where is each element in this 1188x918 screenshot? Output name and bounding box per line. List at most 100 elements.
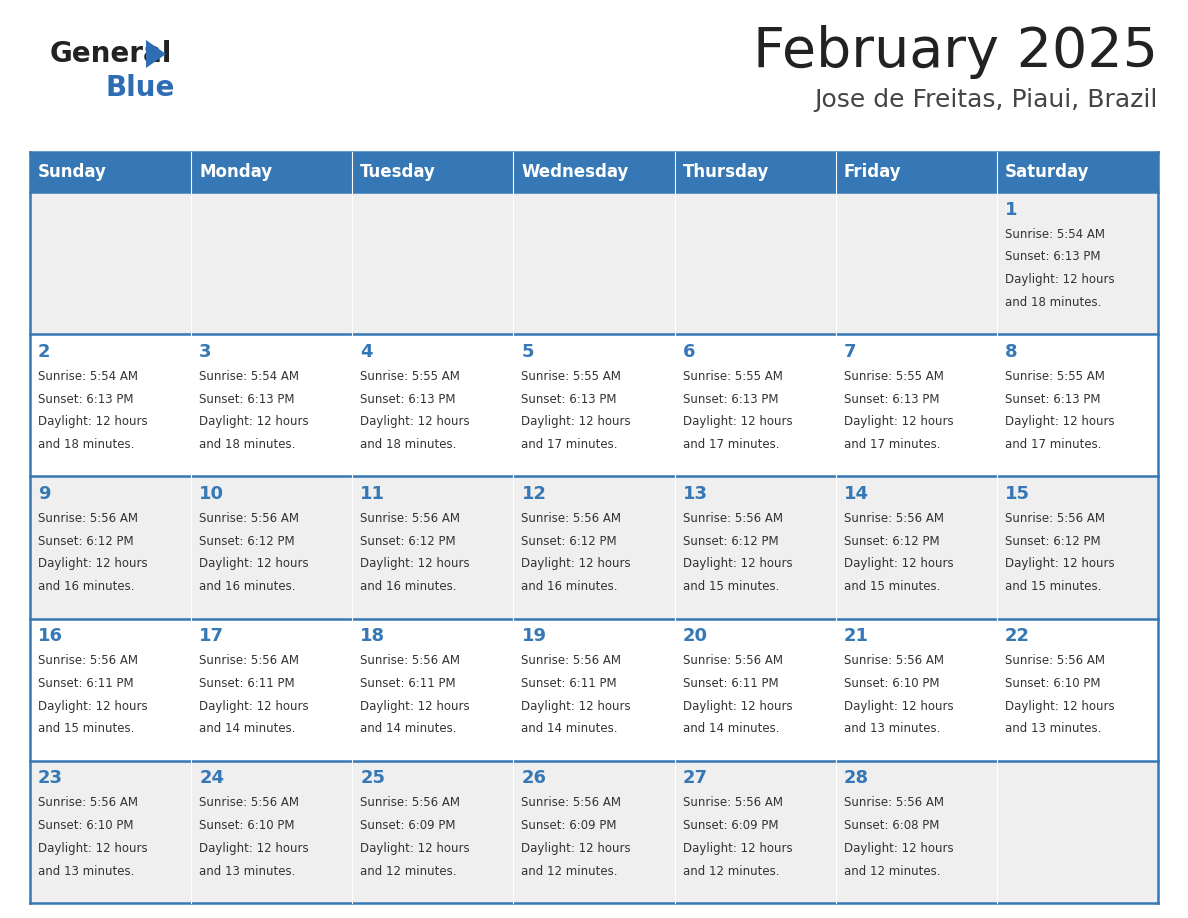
Text: Daylight: 12 hours: Daylight: 12 hours	[843, 557, 954, 570]
Text: Sunset: 6:12 PM: Sunset: 6:12 PM	[360, 534, 456, 548]
Text: Sunrise: 5:56 AM: Sunrise: 5:56 AM	[360, 512, 460, 525]
Bar	[191, 152, 353, 192]
Bar	[191, 476, 353, 619]
Text: Daylight: 12 hours: Daylight: 12 hours	[200, 415, 309, 429]
Text: Sunset: 6:13 PM: Sunset: 6:13 PM	[1005, 393, 1100, 406]
Text: and 17 minutes.: and 17 minutes.	[843, 438, 940, 451]
Text: Daylight: 12 hours: Daylight: 12 hours	[200, 700, 309, 712]
Text: Sunset: 6:13 PM: Sunset: 6:13 PM	[360, 393, 456, 406]
Bar	[675, 334, 835, 476]
Text: Sunset: 6:12 PM: Sunset: 6:12 PM	[200, 534, 295, 548]
Text: Daylight: 12 hours: Daylight: 12 hours	[683, 842, 792, 855]
Bar	[835, 152, 997, 192]
Text: and 13 minutes.: and 13 minutes.	[1005, 722, 1101, 735]
Bar	[191, 761, 353, 903]
Text: and 16 minutes.: and 16 minutes.	[360, 580, 457, 593]
Text: General: General	[50, 40, 172, 68]
Text: Sunset: 6:08 PM: Sunset: 6:08 PM	[843, 819, 940, 832]
Bar	[835, 761, 997, 903]
Text: Sunrise: 5:56 AM: Sunrise: 5:56 AM	[683, 796, 783, 810]
Text: and 17 minutes.: and 17 minutes.	[683, 438, 779, 451]
Text: Sunrise: 5:56 AM: Sunrise: 5:56 AM	[200, 655, 299, 667]
Text: and 15 minutes.: and 15 minutes.	[683, 580, 779, 593]
Text: 22: 22	[1005, 627, 1030, 645]
Text: Sunrise: 5:56 AM: Sunrise: 5:56 AM	[683, 655, 783, 667]
Text: 9: 9	[38, 485, 51, 503]
Bar	[835, 192, 997, 334]
Text: Sunset: 6:10 PM: Sunset: 6:10 PM	[38, 819, 133, 832]
Bar	[835, 334, 997, 476]
Text: 4: 4	[360, 342, 373, 361]
Bar	[353, 761, 513, 903]
Text: 13: 13	[683, 485, 708, 503]
Text: 10: 10	[200, 485, 225, 503]
Text: Sunset: 6:11 PM: Sunset: 6:11 PM	[522, 677, 617, 690]
Text: Daylight: 12 hours: Daylight: 12 hours	[1005, 273, 1114, 286]
Text: 3: 3	[200, 342, 211, 361]
Text: 16: 16	[38, 627, 63, 645]
Text: Sunset: 6:13 PM: Sunset: 6:13 PM	[843, 393, 940, 406]
Text: 15: 15	[1005, 485, 1030, 503]
Text: Daylight: 12 hours: Daylight: 12 hours	[522, 700, 631, 712]
Text: 25: 25	[360, 769, 385, 788]
Text: Daylight: 12 hours: Daylight: 12 hours	[843, 415, 954, 429]
Text: 1: 1	[1005, 200, 1017, 218]
Bar	[353, 192, 513, 334]
Bar	[513, 152, 675, 192]
Text: 27: 27	[683, 769, 708, 788]
Text: Sunrise: 5:56 AM: Sunrise: 5:56 AM	[360, 796, 460, 810]
Text: Sunrise: 5:55 AM: Sunrise: 5:55 AM	[522, 370, 621, 383]
Text: Sunset: 6:09 PM: Sunset: 6:09 PM	[360, 819, 456, 832]
Text: and 13 minutes.: and 13 minutes.	[38, 865, 134, 878]
Text: Sunrise: 5:54 AM: Sunrise: 5:54 AM	[200, 370, 299, 383]
Bar	[353, 152, 513, 192]
Text: 14: 14	[843, 485, 868, 503]
Text: Sunset: 6:12 PM: Sunset: 6:12 PM	[843, 534, 940, 548]
Text: Sunset: 6:12 PM: Sunset: 6:12 PM	[38, 534, 134, 548]
Text: Sunrise: 5:56 AM: Sunrise: 5:56 AM	[843, 796, 943, 810]
Text: and 15 minutes.: and 15 minutes.	[843, 580, 940, 593]
Text: Daylight: 12 hours: Daylight: 12 hours	[522, 842, 631, 855]
Bar	[30, 761, 191, 903]
Text: Saturday: Saturday	[1005, 163, 1089, 181]
Text: Thursday: Thursday	[683, 163, 769, 181]
Text: Wednesday: Wednesday	[522, 163, 628, 181]
Bar	[191, 334, 353, 476]
Text: Sunset: 6:12 PM: Sunset: 6:12 PM	[522, 534, 617, 548]
Text: February 2025: February 2025	[753, 25, 1158, 79]
Text: Sunset: 6:12 PM: Sunset: 6:12 PM	[1005, 534, 1100, 548]
Bar	[30, 476, 191, 619]
Text: Daylight: 12 hours: Daylight: 12 hours	[522, 415, 631, 429]
Text: and 18 minutes.: and 18 minutes.	[200, 438, 296, 451]
Bar	[835, 619, 997, 761]
Text: and 12 minutes.: and 12 minutes.	[683, 865, 779, 878]
Text: Sunrise: 5:54 AM: Sunrise: 5:54 AM	[38, 370, 138, 383]
Text: Sunset: 6:11 PM: Sunset: 6:11 PM	[200, 677, 295, 690]
Bar	[191, 619, 353, 761]
Text: Tuesday: Tuesday	[360, 163, 436, 181]
Text: Daylight: 12 hours: Daylight: 12 hours	[38, 415, 147, 429]
Text: Sunset: 6:11 PM: Sunset: 6:11 PM	[38, 677, 134, 690]
Bar	[997, 476, 1158, 619]
Text: and 14 minutes.: and 14 minutes.	[522, 722, 618, 735]
Text: Sunset: 6:13 PM: Sunset: 6:13 PM	[522, 393, 617, 406]
Text: Daylight: 12 hours: Daylight: 12 hours	[683, 700, 792, 712]
Text: 21: 21	[843, 627, 868, 645]
Text: and 13 minutes.: and 13 minutes.	[843, 722, 940, 735]
Text: and 17 minutes.: and 17 minutes.	[1005, 438, 1101, 451]
Text: and 15 minutes.: and 15 minutes.	[1005, 580, 1101, 593]
Text: Sunrise: 5:55 AM: Sunrise: 5:55 AM	[843, 370, 943, 383]
Polygon shape	[146, 40, 166, 68]
Text: Sunday: Sunday	[38, 163, 107, 181]
Text: Sunrise: 5:55 AM: Sunrise: 5:55 AM	[1005, 370, 1105, 383]
Text: 18: 18	[360, 627, 385, 645]
Text: and 16 minutes.: and 16 minutes.	[522, 580, 618, 593]
Text: Sunrise: 5:56 AM: Sunrise: 5:56 AM	[38, 655, 138, 667]
Text: 20: 20	[683, 627, 708, 645]
Bar	[191, 192, 353, 334]
Text: Sunset: 6:10 PM: Sunset: 6:10 PM	[1005, 677, 1100, 690]
Text: Sunrise: 5:56 AM: Sunrise: 5:56 AM	[360, 655, 460, 667]
Text: and 16 minutes.: and 16 minutes.	[38, 580, 134, 593]
Text: 24: 24	[200, 769, 225, 788]
Text: Sunrise: 5:56 AM: Sunrise: 5:56 AM	[1005, 655, 1105, 667]
